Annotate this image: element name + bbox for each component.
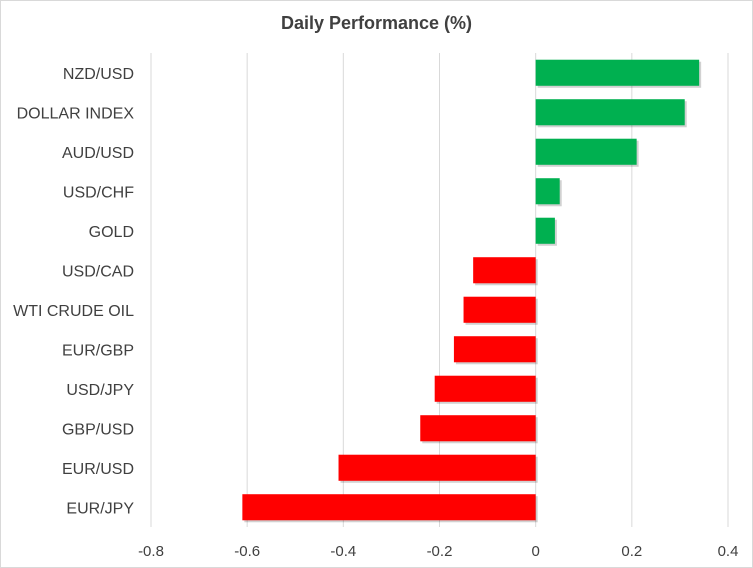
category-label: USD/CHF <box>63 184 134 201</box>
chart-title: Daily Performance (%) <box>280 13 473 33</box>
bar-dollar-index <box>535 99 685 126</box>
x-tick-label: 0.4 <box>718 543 739 560</box>
bar-eur-jpy <box>242 494 536 521</box>
x-tick-label: -0.6 <box>234 543 260 560</box>
category-label: EUR/GBP <box>62 342 134 359</box>
category-label: EUR/USD <box>62 461 134 478</box>
category-label: AUD/USD <box>62 145 134 162</box>
bar-usd-jpy <box>434 375 536 402</box>
x-tick-label: -0.4 <box>330 543 356 560</box>
x-tick-label: -0.2 <box>427 543 453 560</box>
category-label: WTI CRUDE OIL <box>13 303 134 320</box>
category-label: GBP/USD <box>62 421 134 438</box>
bar-aud-usd <box>535 138 637 165</box>
category-label: USD/CAD <box>62 263 134 280</box>
bar-eur-usd <box>338 454 536 481</box>
bar-wti-crude-oil <box>463 296 536 323</box>
bar-usd-chf <box>535 178 560 205</box>
category-label: USD/JPY <box>66 382 134 399</box>
bar-usd-cad <box>473 257 536 284</box>
category-label: NZD/USD <box>63 66 134 83</box>
x-tick-label: -0.8 <box>138 543 164 560</box>
bar-eur-gbp <box>453 336 536 363</box>
bar-nzd-usd <box>535 59 700 86</box>
category-label: DOLLAR INDEX <box>17 105 135 122</box>
category-label: EUR/JPY <box>66 500 134 517</box>
x-tick-label: 0 <box>531 543 539 560</box>
bar-gbp-usd <box>420 415 536 442</box>
category-label: GOLD <box>89 224 134 241</box>
x-tick-label: 0.2 <box>621 543 642 560</box>
bar-gold <box>535 217 555 244</box>
